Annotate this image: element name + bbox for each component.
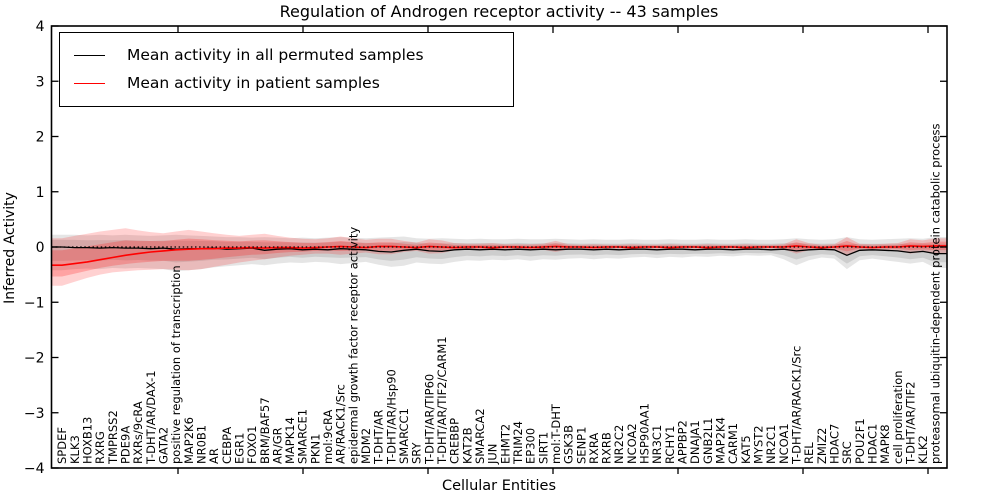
x-tick-label: KAT2B bbox=[460, 427, 474, 464]
x-tick-label: positive regulation of transcription bbox=[169, 265, 183, 464]
x-tick-label: BRM/BAF57 bbox=[258, 397, 272, 464]
y-tick-label: −1 bbox=[24, 295, 45, 311]
x-tick-label: FOXO1 bbox=[245, 426, 259, 464]
legend: Mean activity in all permuted samples Me… bbox=[59, 32, 514, 107]
x-tick-label: SMARCC1 bbox=[397, 408, 411, 464]
y-tick-label: 3 bbox=[36, 74, 45, 90]
x-tick-label: CEBPA bbox=[220, 427, 234, 464]
x-tick-label: PKN1 bbox=[308, 434, 322, 464]
x-tick-label: SMARCE1 bbox=[296, 409, 310, 464]
x-tick-label: NCOA2 bbox=[625, 423, 639, 464]
x-tick-label: KAT5 bbox=[739, 435, 753, 464]
x-tick-label: NR2C2 bbox=[612, 425, 626, 464]
x-tick-label: MAP2K6 bbox=[182, 417, 196, 464]
permuted-std-band-inner bbox=[51, 239, 947, 264]
permuted-std-band-outer bbox=[51, 234, 947, 272]
y-tick-label: 4 bbox=[36, 19, 45, 35]
x-tick-label: SENP1 bbox=[574, 427, 588, 464]
x-tick-label: AR/RACK1/Src bbox=[334, 384, 348, 464]
x-tick-label: T-DHT/AR/TIP60 bbox=[422, 374, 436, 465]
y-axis-title: Inferred Activity bbox=[2, 192, 18, 304]
x-tick-label: HDAC1 bbox=[865, 424, 879, 464]
chart-title: Regulation of Androgen receptor activity… bbox=[279, 2, 719, 21]
x-tick-label: KLK2 bbox=[916, 435, 930, 464]
x-tick-label: SRY bbox=[410, 441, 424, 464]
x-tick-label: POU2F1 bbox=[853, 418, 867, 464]
x-tick-label: epidermal growth factor receptor activit… bbox=[346, 227, 360, 464]
x-tick-label: KLK3 bbox=[68, 435, 82, 464]
x-tick-label: PDE9A bbox=[119, 426, 133, 464]
y-tick-label: 0 bbox=[36, 240, 45, 256]
x-tick-label: HDAC7 bbox=[828, 424, 842, 464]
permuted-line-sample-icon bbox=[74, 54, 105, 56]
x-tick-label: NCOA1 bbox=[777, 423, 791, 464]
x-tick-label: NR0B1 bbox=[195, 425, 209, 464]
legend-entry-permuted: Mean activity in all permuted samples bbox=[60, 41, 513, 69]
legend-label: Mean activity in patient samples bbox=[127, 74, 380, 92]
x-tick-label: NR3C1 bbox=[650, 425, 664, 464]
y-tick-label: 1 bbox=[36, 185, 45, 201]
x-tick-label: MAP2K4 bbox=[714, 417, 728, 464]
y-tick-label: 2 bbox=[36, 130, 45, 146]
x-tick-label: HSP90AA1 bbox=[638, 403, 652, 464]
x-tick-label: APPBP2 bbox=[676, 420, 690, 464]
y-tick-label: −3 bbox=[24, 406, 45, 422]
x-tick-label: RXRB bbox=[600, 432, 614, 464]
x-tick-label: mol:9cRA bbox=[321, 410, 335, 464]
x-tick-label: NR2C1 bbox=[764, 425, 778, 464]
x-tick-label: T-DHT/AR/TIF2/CARM1 bbox=[435, 336, 449, 465]
x-tick-label: EGR1 bbox=[232, 433, 246, 465]
y-tick-label: −4 bbox=[24, 461, 45, 477]
x-tick-label: MDM2 bbox=[359, 428, 373, 464]
x-tick-label: SIRT1 bbox=[536, 432, 550, 464]
x-tick-label: T-DHT/AR/DAX-1 bbox=[144, 370, 158, 465]
x-tick-label: MAPK8 bbox=[878, 424, 892, 464]
x-tick-label: DNAJA1 bbox=[688, 420, 702, 464]
x-tick-label: SPDEF bbox=[55, 427, 69, 464]
x-tick-label: TMPRSS2 bbox=[106, 410, 120, 465]
x-tick-label: EP300 bbox=[524, 428, 538, 464]
patient-line-sample-icon bbox=[74, 82, 105, 84]
x-tick-label: T-DHT/AR/RACK1/Src bbox=[790, 346, 804, 465]
x-tick-label: JUN bbox=[486, 444, 500, 465]
x-tick-label: MAPK14 bbox=[283, 417, 297, 464]
x-tick-label: HOXB13 bbox=[81, 417, 95, 464]
x-tick-label: proteasomal ubiquitin-dependent protein … bbox=[929, 123, 943, 464]
x-tick-label: RXRs/9cRA bbox=[131, 401, 145, 464]
x-tick-label: T-DHT/AR bbox=[372, 410, 386, 465]
legend-entry-patient: Mean activity in patient samples bbox=[60, 69, 513, 97]
x-tick-label: SRC bbox=[840, 441, 854, 464]
x-tick-label: GNB2L1 bbox=[701, 418, 715, 464]
x-tick-label: RXRA bbox=[587, 433, 601, 464]
x-tick-label: mol:T-DHT bbox=[549, 403, 563, 464]
x-tick-label: AR/GR bbox=[270, 427, 284, 464]
x-tick-label: GSK3B bbox=[562, 425, 576, 464]
x-tick-label: TRIM24 bbox=[511, 421, 525, 465]
x-axis-title: Cellular Entities bbox=[441, 478, 557, 494]
x-tick-label: RCHY1 bbox=[663, 426, 677, 464]
x-tick-label: cell proliferation bbox=[891, 370, 905, 464]
y-tick-label: −2 bbox=[24, 351, 45, 367]
x-tick-label: T-DHT/AR/TIF2 bbox=[903, 381, 917, 465]
x-tick-label: GATA2 bbox=[157, 427, 171, 464]
x-tick-label: T-DHT/AR/Hsp90 bbox=[384, 369, 398, 465]
x-tick-label: CREBBP bbox=[448, 418, 462, 464]
x-tick-label: AR bbox=[207, 448, 221, 464]
x-tick-label: CARM1 bbox=[726, 423, 740, 464]
x-tick-label: EHMT2 bbox=[498, 424, 512, 464]
patient-std-band-outer bbox=[51, 228, 947, 286]
x-tick-label: RXRG bbox=[93, 431, 107, 464]
x-tick-label: ZMIZ2 bbox=[815, 428, 829, 464]
x-tick-label: SMARCA2 bbox=[473, 408, 487, 464]
legend-label: Mean activity in all permuted samples bbox=[127, 46, 424, 64]
x-tick-label: MYST2 bbox=[752, 425, 766, 464]
x-tick-label: REL bbox=[802, 442, 816, 464]
